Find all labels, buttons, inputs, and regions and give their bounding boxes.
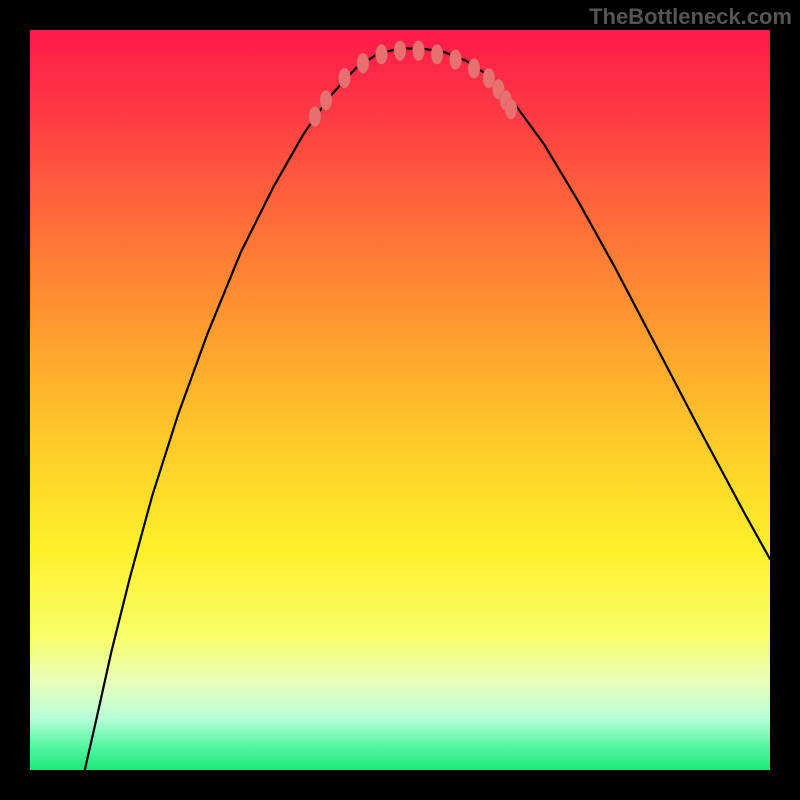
data-marker — [376, 44, 388, 64]
data-marker — [320, 90, 332, 110]
data-marker — [431, 44, 443, 64]
data-marker — [394, 41, 406, 61]
chart-container: TheBottleneck.com — [0, 0, 800, 800]
gradient-background — [30, 30, 770, 770]
data-marker — [357, 53, 369, 73]
chart-svg — [30, 30, 770, 770]
data-marker — [309, 107, 321, 127]
data-marker — [468, 58, 480, 78]
data-marker — [450, 50, 462, 70]
data-marker — [505, 99, 517, 119]
watermark-text: TheBottleneck.com — [589, 4, 792, 30]
data-marker — [339, 68, 351, 88]
plot-area — [30, 30, 770, 770]
data-marker — [413, 41, 425, 61]
